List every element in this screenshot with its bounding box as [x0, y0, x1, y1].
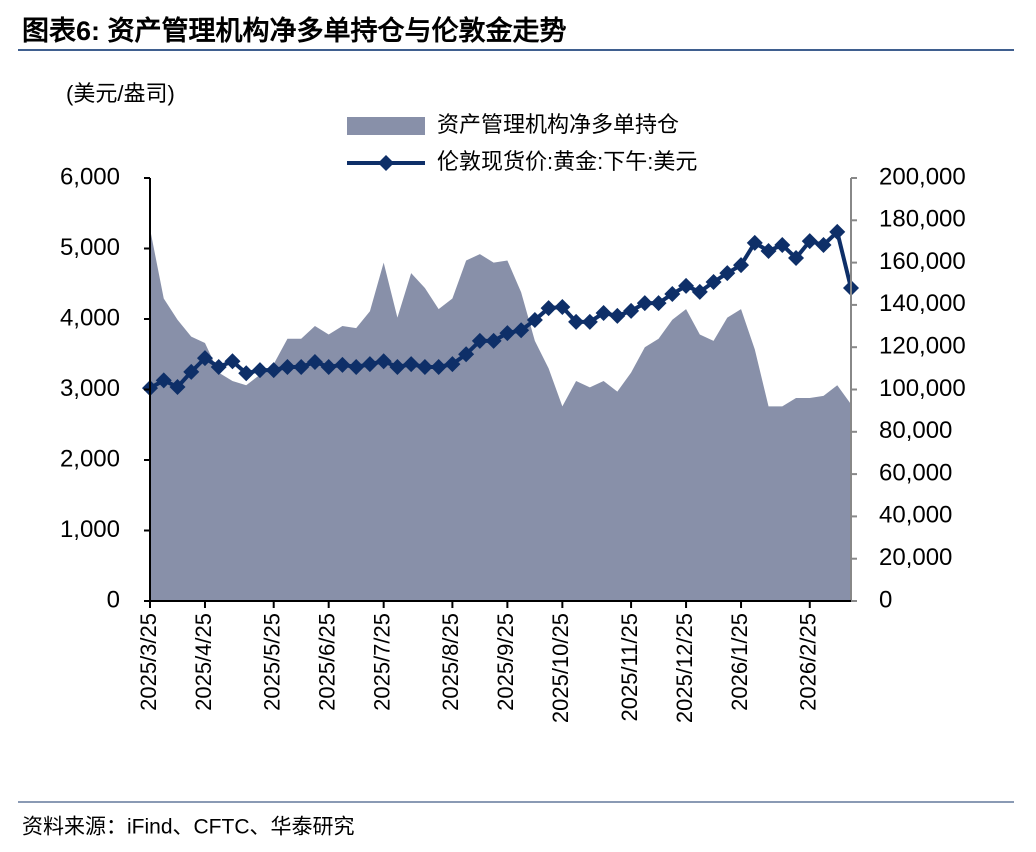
marker — [251, 362, 268, 379]
marker — [430, 358, 447, 375]
marker — [733, 257, 750, 274]
x-tick-label: 2026/1/25 — [727, 613, 752, 711]
marker — [348, 358, 365, 375]
marker — [554, 299, 571, 316]
y2-tick-label: 120,000 — [879, 333, 966, 360]
x-tick-label: 2025/12/25 — [672, 613, 697, 723]
marker — [403, 356, 420, 373]
y2-tick-label: 200,000 — [879, 163, 966, 190]
marker — [444, 356, 461, 373]
area — [150, 228, 851, 601]
y2-tick-label: 40,000 — [879, 502, 952, 529]
x-tick-label: 2025/4/25 — [191, 613, 216, 711]
y2-tick-label: 0 — [879, 586, 892, 613]
marker — [678, 277, 695, 294]
x-tick-label: 2025/8/25 — [438, 613, 463, 711]
marker — [664, 285, 681, 302]
y-tick-label: 6,000 — [60, 163, 120, 190]
y-tick-label: 1,000 — [60, 516, 120, 543]
x-tick-label: 2026/2/25 — [796, 613, 821, 711]
marker — [196, 350, 213, 367]
marker — [499, 325, 516, 342]
y-axis-label: (美元/盎司) — [66, 81, 175, 106]
legend-swatch — [347, 117, 425, 135]
chart-title: 图表6: 资产管理机构净多单持仓与伦敦金走势 — [22, 15, 567, 46]
marker — [375, 353, 392, 370]
marker — [471, 332, 488, 349]
marker — [155, 372, 172, 389]
marker — [183, 363, 200, 380]
x-tick-label: 2025/5/25 — [260, 613, 285, 711]
legend-label: 资产管理机构净多单持仓 — [437, 112, 679, 137]
marker — [595, 305, 612, 322]
marker — [210, 358, 227, 375]
marker — [609, 307, 626, 324]
marker — [169, 379, 186, 396]
y-tick-label: 5,000 — [60, 234, 120, 261]
marker — [279, 358, 296, 375]
y2-tick-label: 160,000 — [879, 248, 966, 275]
marker — [320, 358, 337, 375]
marker — [526, 312, 543, 329]
y2-tick-label: 20,000 — [879, 544, 952, 571]
x-tick-label: 2025/9/25 — [493, 613, 518, 711]
y2-tick-label: 80,000 — [879, 417, 952, 444]
marker — [513, 322, 530, 339]
y-tick-label: 2,000 — [60, 445, 120, 472]
marker — [760, 242, 777, 259]
x-tick-label: 2025/6/25 — [314, 613, 339, 711]
marker — [458, 346, 475, 363]
marker — [293, 358, 310, 375]
legend-label: 伦敦现货价:黄金:下午:美元 — [437, 149, 697, 174]
marker — [719, 265, 736, 282]
marker — [389, 358, 406, 375]
y2-tick-label: 100,000 — [879, 375, 966, 402]
marker — [416, 358, 433, 375]
x-tick-label: 2025/11/25 — [617, 613, 642, 721]
marker — [265, 362, 282, 379]
marker — [691, 283, 708, 300]
y-tick-label: 3,000 — [60, 375, 120, 402]
x-tick-label: 2025/10/25 — [548, 613, 573, 723]
marker — [568, 313, 585, 330]
legend-marker — [378, 155, 394, 171]
x-tick-label: 2025/3/25 — [136, 613, 161, 711]
marker — [829, 223, 846, 240]
marker — [815, 236, 832, 253]
marker — [581, 313, 598, 330]
y2-tick-label: 60,000 — [879, 459, 952, 486]
y2-tick-label: 140,000 — [879, 290, 966, 317]
marker — [361, 356, 378, 373]
marker — [485, 332, 502, 349]
x-tick-label: 2025/7/25 — [369, 613, 394, 711]
marker — [746, 234, 763, 251]
marker — [774, 236, 791, 253]
marker — [224, 353, 241, 370]
marker — [306, 354, 323, 371]
marker — [705, 273, 722, 290]
marker — [650, 295, 667, 312]
source: 资料来源：iFind、CFTC、华泰研究 — [22, 816, 355, 839]
marker — [540, 300, 557, 317]
marker — [636, 295, 653, 312]
marker — [788, 250, 805, 267]
marker — [801, 233, 818, 250]
marker — [334, 356, 351, 373]
marker — [238, 365, 255, 382]
y-tick-label: 0 — [107, 586, 120, 613]
marker — [623, 302, 640, 319]
y-tick-label: 4,000 — [60, 304, 120, 331]
y2-tick-label: 180,000 — [879, 206, 966, 233]
